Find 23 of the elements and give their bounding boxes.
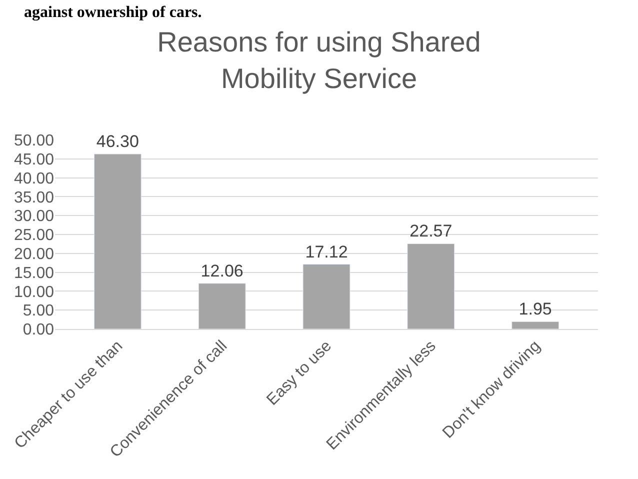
data-label: 22.57 [410, 222, 452, 241]
chart-title: Reasons for using Shared Mobility Service [157, 26, 481, 94]
y-tick-label: 40.00 [14, 170, 54, 188]
text: against ownership of cars. [24, 4, 202, 21]
y-tick-label: 35.00 [14, 189, 54, 206]
bar [407, 243, 455, 329]
bar [512, 321, 560, 329]
y-tick-label: 0.00 [22, 322, 54, 339]
bar [94, 154, 142, 329]
y-tick-label: 50.00 [14, 132, 54, 150]
y-tick-label: 45.00 [14, 152, 54, 168]
y-tick-label: 15.00 [14, 264, 54, 282]
y-tick-label: 30.00 [14, 208, 54, 226]
bar [302, 264, 350, 329]
y-tick-label: 20.00 [14, 246, 54, 263]
data-label: 1.95 [518, 300, 552, 319]
data-label: 46.30 [96, 132, 139, 151]
y-tick-label: 25.00 [14, 227, 54, 244]
data-label: 17.12 [305, 242, 348, 262]
bar [198, 283, 246, 329]
data-label: 12.06 [200, 261, 244, 280]
y-tick-label: 5.00 [22, 302, 54, 320]
y-tick-label: 10.00 [14, 284, 54, 301]
